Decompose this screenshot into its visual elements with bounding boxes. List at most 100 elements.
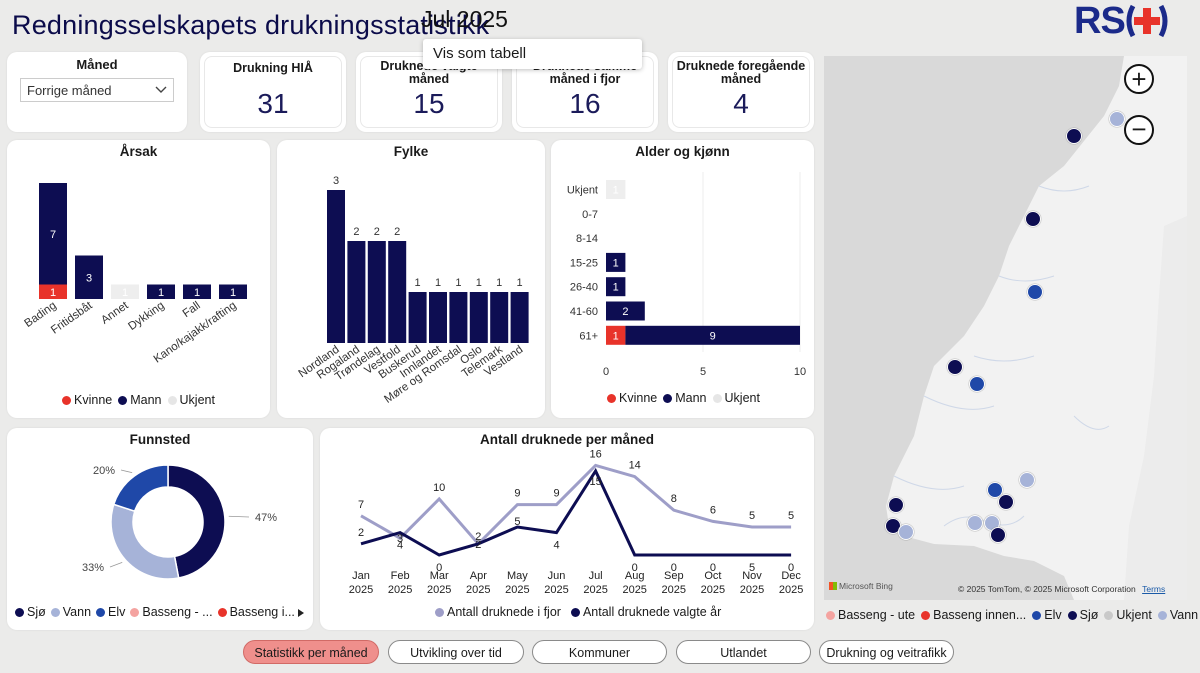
map-marker-vann[interactable] (898, 524, 914, 540)
legend-item-last-year[interactable]: Antall druknede i fjor (435, 605, 561, 619)
map-marker-sjo[interactable] (888, 497, 904, 513)
kpi-label: Drukning HIÅ (233, 61, 313, 75)
map-marker-sjo[interactable] (1025, 211, 1041, 227)
bar-data-label: 7 (50, 229, 56, 241)
map-marker-sjo[interactable] (947, 359, 963, 375)
legend-item-mann[interactable]: Mann (663, 391, 707, 405)
map-marker-elv[interactable] (969, 376, 985, 392)
map-marker-elv[interactable] (987, 482, 1003, 498)
y-tick-label: 15-25 (570, 257, 598, 269)
legend-next-arrow-icon[interactable] (297, 608, 305, 618)
line-data-label: 9 (514, 488, 520, 500)
legend-item-mann[interactable]: Mann (118, 393, 162, 407)
legend-item-ukjent[interactable]: Ukjent (167, 393, 215, 407)
legend-item-vann[interactable]: Vann (1157, 608, 1198, 622)
x-tick-month: Jan (352, 570, 370, 582)
nav-utvikling-over-tid[interactable]: Utvikling over tid (388, 640, 524, 664)
map-marker-elv[interactable] (1027, 284, 1043, 300)
bar-segment-mann[interactable] (606, 277, 626, 297)
county-chart-title: Fylke (393, 144, 429, 159)
legend-item-basseng-ute[interactable]: Basseng - ute (826, 608, 915, 622)
bar[interactable] (408, 292, 427, 343)
donut-slice[interactable] (167, 464, 226, 579)
bar-segment-ukjent[interactable] (606, 180, 626, 199)
nav-utlandet[interactable]: Utlandet (676, 640, 811, 664)
map-marker-sjo[interactable] (1066, 128, 1082, 144)
legend-item-vann[interactable]: Vann (50, 605, 91, 619)
line-data-label: 0 (671, 562, 677, 574)
bar-segment-mann[interactable] (147, 284, 175, 300)
bar-segment-mann[interactable] (219, 284, 247, 300)
line-data-label: 3 (397, 533, 403, 545)
bar[interactable] (469, 292, 488, 343)
legend-item-kvinne[interactable]: Kvinne (607, 391, 657, 405)
donut-slice[interactable] (110, 503, 180, 580)
legend-item-elv[interactable]: Elv (1032, 608, 1062, 622)
x-tick-month: Jul (589, 570, 603, 582)
month-dropdown[interactable]: Forrige måned (20, 78, 174, 102)
cause-legend: Kvinne Mann Ukjent (62, 393, 215, 407)
bar-data-label: 2 (622, 306, 628, 318)
bar-segment-ukjent[interactable] (111, 284, 139, 300)
map-marker-vann[interactable] (1019, 472, 1035, 488)
terms-link[interactable]: Terms (1142, 584, 1166, 594)
legend-item-selected-year[interactable]: Antall druknede valgte år (570, 605, 721, 619)
bar-segment-mann[interactable] (75, 255, 103, 300)
bar[interactable] (327, 190, 345, 343)
donut-slice[interactable] (112, 464, 169, 513)
x-tick-label: 10 (794, 366, 806, 378)
bar[interactable] (388, 241, 407, 343)
legend-item-ukjent[interactable]: Ukjent (1104, 608, 1152, 622)
kpi-value: 15 (413, 88, 445, 119)
bar[interactable] (429, 292, 447, 343)
legend-item-kvinne[interactable]: Kvinne (62, 393, 112, 407)
line-data-label: 7 (358, 499, 364, 511)
nav-drukning-og-veitrafikk[interactable]: Drukning og veitrafikk (819, 640, 954, 664)
x-tick-year: 2025 (466, 584, 490, 596)
x-tick-month: Nov (742, 570, 762, 582)
legend-item-sjo[interactable]: Sjø (15, 605, 46, 619)
map-marker-sjo[interactable] (990, 527, 1006, 543)
bar-segment-mann[interactable] (606, 301, 645, 321)
x-tick-label: 5 (700, 366, 706, 378)
map-marker-vann[interactable] (967, 515, 983, 531)
bar-segment-mann[interactable] (39, 183, 67, 285)
bar[interactable] (367, 241, 386, 343)
bar-segment-mann[interactable] (625, 325, 800, 345)
legend-item-sjo[interactable]: Sjø (1067, 608, 1098, 622)
nav-kommuner[interactable]: Kommuner (532, 640, 667, 664)
bar[interactable] (347, 241, 366, 343)
map-legend: Basseng - ute Basseng innen... Elv Sjø U… (826, 608, 1198, 622)
legend-item-basseng-inne[interactable]: Basseng i... (217, 605, 295, 619)
bar-segment-kvinne[interactable] (606, 325, 626, 345)
legend-item-ukjent[interactable]: Ukjent (712, 391, 760, 405)
bar[interactable] (449, 292, 468, 343)
bar-segment-kvinne[interactable] (39, 284, 67, 300)
map-marker-sjo[interactable] (998, 494, 1014, 510)
norway-map[interactable]: + − Microsoft Bing © 2025 TomTom, © 2025… (824, 56, 1187, 600)
bar-segment-mann[interactable] (606, 252, 626, 272)
x-tick-label: Fall (181, 300, 203, 320)
bar-data-label: 1 (613, 185, 619, 197)
bar-segment-mann[interactable] (183, 284, 211, 300)
bar[interactable] (510, 292, 529, 343)
nav-statistikk-per-maned[interactable]: Statistikk per måned (243, 640, 379, 664)
show-as-table-tooltip[interactable]: Vis som tabell (423, 39, 642, 69)
zoom-in-button[interactable]: + (1124, 64, 1154, 94)
legend-item-basseng-ute[interactable]: Basseng - ... (130, 605, 213, 619)
x-tick-month: Feb (391, 570, 410, 582)
kpi-label: Druknede foregående måned (676, 59, 806, 86)
bar-data-label: 1 (194, 287, 200, 299)
county-chart-card: Fylke 3 Nordland 2 Rogaland 2 Trøndelag 2 Vestf… (277, 140, 545, 418)
age-gender-bar-chart: 0 5 10 Ukjent 1 0-7 8-14 15-25 1 26-40 1 41-60 2 61+ 1… (567, 172, 806, 378)
series-line-last-year[interactable] (360, 463, 792, 546)
series-line-selected-year[interactable] (360, 467, 792, 557)
legend-item-basseng-innen[interactable]: Basseng innen... (921, 608, 1026, 622)
zoom-out-button[interactable]: − (1124, 115, 1154, 145)
cause-chart-title: Årsak (119, 144, 158, 159)
x-tick-month: Sep (664, 570, 684, 582)
map-marker-vann[interactable] (1109, 111, 1125, 127)
month-filter-label: Måned (76, 57, 118, 72)
bar[interactable] (490, 292, 509, 343)
legend-item-elv[interactable]: Elv (96, 605, 125, 619)
